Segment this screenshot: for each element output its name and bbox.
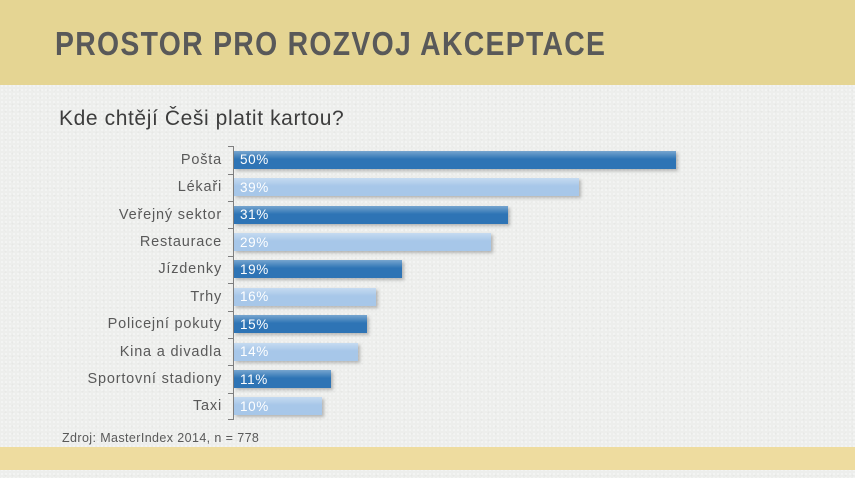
bar: 15% (234, 315, 367, 334)
axis-tick (228, 255, 233, 257)
axis-tick (228, 283, 233, 285)
chart-row: Veřejný sektor 31% (57, 201, 817, 228)
bar-value-label: 39% (240, 179, 269, 195)
category-label: Lékaři (177, 179, 222, 196)
category-label: Restaurace (139, 234, 222, 251)
bar-value-label: 15% (240, 316, 269, 332)
bar-area: 14% (233, 338, 817, 365)
bar: 39% (234, 178, 580, 197)
bar: 31% (234, 205, 509, 224)
bar-area: 11% (233, 365, 817, 392)
axis-tick (228, 310, 233, 312)
chart-row: Taxi 10% (57, 393, 817, 420)
chart-rows: Pošta 50% Lékaři 39% Veřejný sektor 31% Restau… (57, 146, 817, 420)
chart-row: Lékaři 39% (57, 174, 817, 201)
chart-row: Trhy 16% (57, 283, 817, 310)
chart-title: Kde chtějí Češi platit kartou? (59, 107, 345, 130)
source-note: Zdroj: MasterIndex 2014, n = 778 (62, 431, 260, 446)
bar-value-label: 29% (240, 234, 269, 250)
bar-area: 16% (233, 283, 817, 310)
category-label: Trhy (190, 288, 222, 305)
bar: 29% (234, 233, 491, 252)
header-band: PROSTOR PRO ROZVOJ AKCEPTACE (0, 0, 855, 85)
chart-row: Sportovní stadiony 11% (57, 365, 817, 392)
category-label: Taxi (193, 398, 222, 415)
bar-value-label: 19% (240, 261, 269, 277)
bar-area: 31% (233, 201, 817, 228)
category-label: Jízdenky (158, 261, 222, 278)
bar-area: 10% (233, 393, 817, 420)
bar-area: 15% (233, 311, 817, 338)
bar-value-label: 10% (240, 398, 269, 414)
slide-body: Kde chtějí Češi platit kartou? Pošta 50% L… (0, 85, 855, 478)
bar: 11% (234, 370, 332, 388)
axis-tick (228, 337, 233, 339)
bar-value-label: 16% (240, 289, 269, 305)
chart-row: Kina a divadla 14% (57, 338, 817, 365)
bar: 14% (234, 342, 358, 361)
axis-tick (228, 146, 233, 148)
axis-tick (228, 228, 233, 230)
bar-area: 19% (233, 256, 817, 283)
chart-row: Restaurace 29% (57, 228, 817, 255)
bar: 10% (234, 397, 323, 416)
axis-tick (228, 419, 233, 421)
category-label: Pošta (180, 151, 222, 168)
bar-area: 29% (233, 228, 817, 255)
bar-chart: Pošta 50% Lékaři 39% Veřejný sektor 31% Restau… (57, 146, 817, 421)
slide-title: PROSTOR PRO ROZVOJ AKCEPTACE (55, 25, 607, 62)
bar-value-label: 50% (240, 152, 269, 168)
chart-row: Jízdenky 19% (57, 256, 817, 283)
bar-value-label: 14% (240, 344, 269, 360)
axis-tick (228, 365, 233, 367)
bar-value-label: 11% (240, 371, 268, 387)
category-label: Sportovní stadiony (87, 371, 222, 387)
footer-band (0, 447, 855, 470)
bar: 50% (234, 150, 677, 169)
category-label: Policejní pokuty (107, 316, 222, 333)
bar-area: 39% (233, 174, 817, 201)
bar-value-label: 31% (240, 207, 269, 223)
chart-row: Policejní pokuty 15% (57, 311, 817, 338)
axis-tick (228, 173, 233, 175)
chart-row: Pošta 50% (57, 146, 817, 173)
bar-area: 50% (233, 146, 817, 173)
axis-tick (228, 392, 233, 394)
category-label: Kina a divadla (119, 343, 222, 360)
bar: 16% (234, 287, 376, 306)
bar: 19% (234, 260, 403, 279)
axis-tick (228, 200, 233, 202)
category-axis-line (233, 146, 234, 421)
category-label: Veřejný sektor (118, 206, 222, 223)
